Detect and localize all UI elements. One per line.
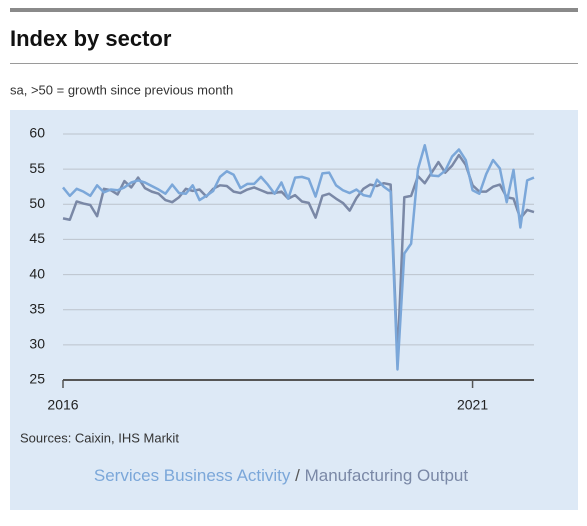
series-line (62, 144, 535, 371)
x-tick-label: 2016 (47, 397, 78, 413)
series-line (62, 153, 535, 361)
legend-separator: / (295, 466, 300, 485)
y-tick-label: 50 (29, 195, 45, 211)
chart-title: Index by sector (10, 26, 172, 51)
legend: Services Business Activity / Manufacturi… (94, 466, 468, 485)
y-tick-label: 30 (29, 336, 45, 352)
x-tick-label: 2021 (457, 397, 488, 413)
y-tick-label: 55 (29, 160, 45, 176)
source: Sources: Caixin, IHS Markit (20, 430, 179, 445)
y-tick-label: 40 (29, 265, 45, 281)
y-tick-label: 60 (29, 125, 45, 141)
y-tick-label: 45 (29, 230, 45, 246)
subtitle: sa, >50 = growth since previous month (10, 82, 233, 97)
legend-entry: Manufacturing Output (305, 466, 469, 485)
legend-entry: Services Business Activity (94, 466, 291, 485)
top-rule (10, 8, 578, 12)
y-tick-label: 25 (29, 371, 45, 387)
title-rule (10, 63, 578, 64)
y-tick-label: 35 (29, 300, 45, 316)
